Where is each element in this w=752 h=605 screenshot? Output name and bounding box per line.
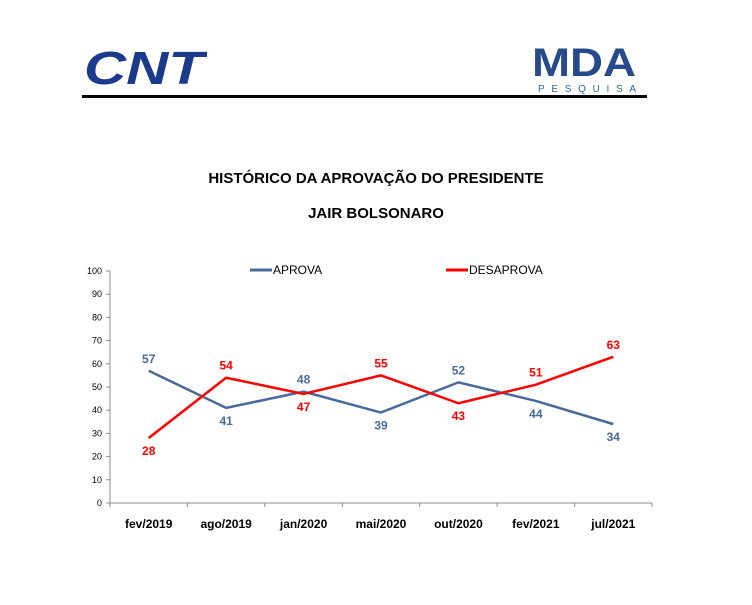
mda-pesquisa-logo: MDA PESQUISA bbox=[532, 41, 636, 95]
data-label-desaprova: 51 bbox=[529, 366, 543, 380]
data-label-desaprova: 55 bbox=[374, 356, 388, 370]
data-label-desaprova: 47 bbox=[297, 400, 311, 414]
series-line-aprova bbox=[148, 369, 614, 426]
x-tick-label: out/2020 bbox=[434, 517, 483, 531]
data-label-aprova: 52 bbox=[452, 363, 466, 377]
y-tick-label: 20 bbox=[92, 452, 102, 462]
x-tick-label: fev/2021 bbox=[512, 517, 560, 531]
y-tick-label: 0 bbox=[97, 498, 102, 508]
series-line-desaprova bbox=[147, 355, 614, 440]
y-tick-label: 30 bbox=[92, 428, 102, 438]
y-tick-label: 80 bbox=[92, 312, 102, 322]
data-label-aprova: 34 bbox=[607, 430, 621, 444]
y-tick-label: 90 bbox=[92, 289, 102, 299]
data-label-aprova: 41 bbox=[219, 414, 233, 428]
y-tick-label: 40 bbox=[92, 405, 102, 415]
y-tick-label: 10 bbox=[92, 475, 102, 485]
data-label-desaprova: 63 bbox=[607, 338, 621, 352]
x-tick-label: jan/2020 bbox=[279, 517, 328, 531]
x-tick-label: fev/2019 bbox=[125, 517, 173, 531]
cnt-logo-text: CNT bbox=[84, 42, 207, 92]
y-tick-label: 70 bbox=[92, 336, 102, 346]
data-label-aprova: 39 bbox=[374, 419, 388, 433]
approval-line-chart: 0 10 20 30 40 50 60 70 80 90 100 fev/2019 ago/2019 ja… bbox=[87, 263, 653, 531]
data-label-aprova: 44 bbox=[529, 407, 543, 421]
x-tick-label: jul/2021 bbox=[590, 517, 635, 531]
cnt-logo: CNT bbox=[84, 42, 207, 92]
data-label-desaprova: 54 bbox=[219, 359, 233, 373]
mda-logo-subtext: PESQUISA bbox=[538, 84, 636, 95]
data-label-aprova: 48 bbox=[297, 373, 311, 387]
data-label-desaprova: 28 bbox=[142, 444, 156, 458]
data-label-aprova: 57 bbox=[142, 352, 156, 366]
y-tick-label: 60 bbox=[92, 359, 102, 369]
x-tick-label: ago/2019 bbox=[200, 517, 252, 531]
legend-label-aprova: APROVA bbox=[273, 263, 322, 277]
legend-label-desaprova: DESAPROVA bbox=[469, 263, 543, 277]
chart-subtitle: JAIR BOLSONARO bbox=[308, 205, 444, 222]
y-tick-label: 50 bbox=[92, 382, 102, 392]
y-tick-label: 100 bbox=[87, 266, 102, 276]
header-divider bbox=[82, 95, 647, 98]
mda-logo-text: MDA bbox=[532, 41, 636, 85]
data-label-desaprova: 43 bbox=[452, 409, 466, 423]
report-header: CNT MDA PESQUISA bbox=[0, 0, 752, 110]
chart-title: HISTÓRICO DA APROVAÇÃO DO PRESIDENTE bbox=[208, 170, 544, 187]
x-tick-label: mai/2020 bbox=[356, 517, 407, 531]
